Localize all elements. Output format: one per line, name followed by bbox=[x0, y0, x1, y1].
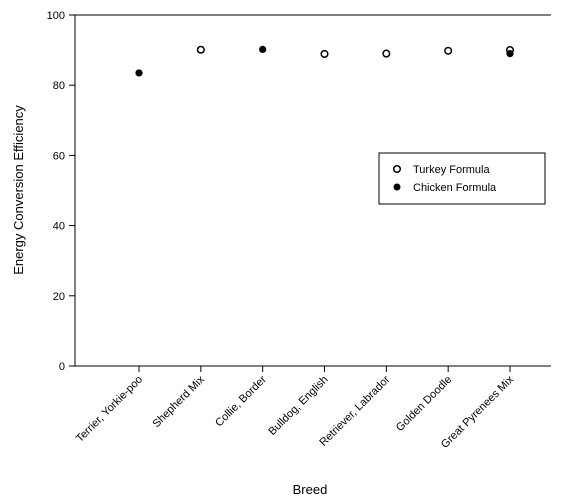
data-point-turkey bbox=[382, 49, 391, 58]
plot-frame bbox=[74, 14, 551, 367]
x-tick-label: Terrier, Yorkie-poo bbox=[74, 374, 145, 445]
x-tick-label: Collie, Border bbox=[213, 373, 269, 429]
data-point-turkey bbox=[196, 45, 205, 54]
x-tick-label: Golden Doodle bbox=[394, 374, 454, 434]
data-point-turkey bbox=[444, 46, 453, 55]
legend-box bbox=[378, 152, 546, 205]
data-point-chicken bbox=[259, 45, 267, 53]
x-tick-label: Shepherd Mix bbox=[150, 373, 207, 430]
y-tick-label: 0 bbox=[59, 361, 65, 373]
y-tick-label: 20 bbox=[53, 291, 65, 303]
x-tick-label: Retriever, Labrador bbox=[317, 373, 392, 448]
y-tick-label: 60 bbox=[53, 150, 65, 162]
y-axis-title: Energy Conversion Efficiency bbox=[11, 105, 26, 275]
data-points bbox=[135, 45, 515, 77]
y-axis: 0 20 40 60 80 100 bbox=[47, 10, 75, 373]
x-axis-title: Breed bbox=[293, 482, 328, 497]
data-point-chicken bbox=[135, 69, 143, 77]
data-point-turkey bbox=[320, 49, 329, 59]
legend-marker-turkey bbox=[392, 164, 402, 174]
x-axis: Terrier, Yorkie-poo Shepherd Mix Collie, B… bbox=[74, 366, 516, 451]
legend-marker-chicken bbox=[393, 183, 401, 191]
y-tick-label: 80 bbox=[53, 80, 65, 92]
legend-label-turkey: Turkey Formula bbox=[413, 164, 490, 176]
legend-label-chicken: Chicken Formula bbox=[413, 182, 497, 194]
y-tick-label: 40 bbox=[53, 221, 65, 233]
x-tick-label: Bulldog, English bbox=[266, 374, 330, 438]
data-point-chicken bbox=[506, 50, 514, 58]
y-tick-label: 100 bbox=[47, 10, 65, 22]
legend: Turkey Formula Chicken Formula bbox=[378, 152, 546, 205]
